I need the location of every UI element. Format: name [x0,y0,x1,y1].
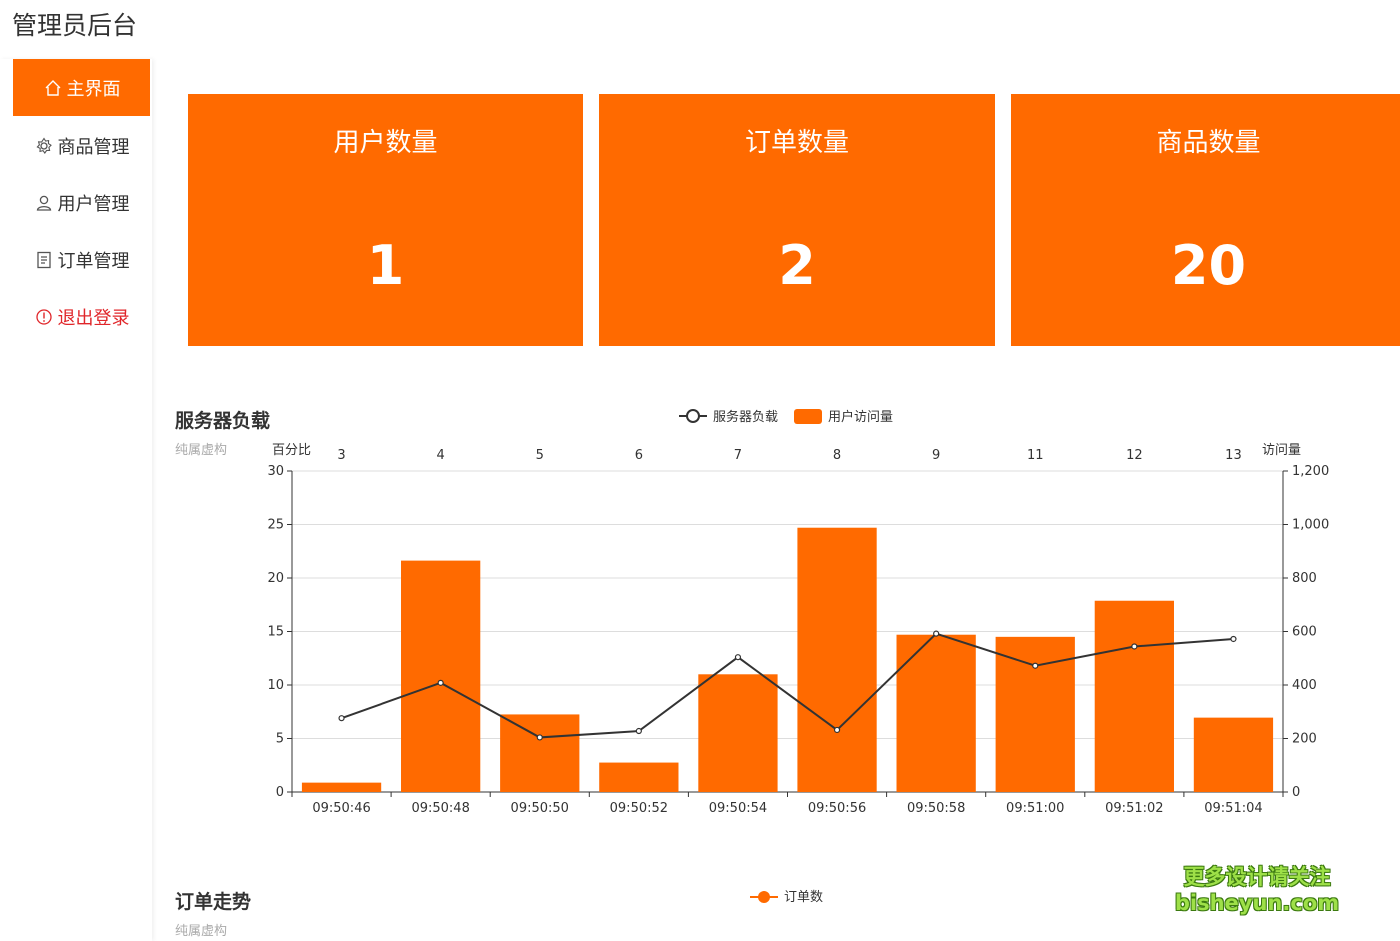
top-x-tick-label: 9 [932,448,940,463]
watermark-line-2: bisheyun.com [1174,891,1340,915]
order-chart-legend[interactable]: 订单数 [750,890,823,905]
legend-bar-label: 用户访问量 [828,409,893,425]
sidebar-item-home[interactable]: 主界面 [13,59,150,116]
left-tick-label: 5 [276,732,284,747]
left-axis-name: 百分比 [272,443,312,458]
bar [698,674,778,792]
sidebar-item-label: 商品管理 [57,136,130,158]
x-tick-label: 09:51:02 [1105,801,1163,816]
bar [401,560,481,792]
x-tick-label: 09:50:46 [312,801,370,816]
legend-order-label: 订单数 [784,890,823,905]
sidebar-item-users[interactable]: 用户管理 [13,174,150,231]
x-tick-label: 09:50:56 [808,801,866,816]
line-point [536,734,543,741]
app-title: 管理员后台 [12,11,138,40]
chart-legend[interactable]: 服务器负载 用户访问量 [679,409,893,425]
right-tick-label: 200 [1292,732,1317,747]
bar [1094,600,1174,792]
line-point [437,679,444,686]
right-tick-label: 1,000 [1292,518,1329,533]
order-chart-subtitle: 纯属虚构 [175,924,228,939]
chart-subtitle: 纯属虚构 [175,443,228,458]
line-point [734,654,742,661]
user-icon [34,193,54,213]
x-tick-label: 09:50:48 [411,801,469,816]
sidebar-item-label: 退出登录 [57,307,130,329]
legend-order-marker-dot [758,891,770,903]
top-x-tick-label: 8 [833,448,841,463]
top-x-tick-label: 11 [1027,448,1044,463]
document-icon [34,250,54,270]
bar [599,762,679,792]
chart-title: 服务器负载 [175,410,271,432]
sidebar-item-label: 主界面 [66,78,121,100]
line-point [1032,662,1039,669]
legend-bar-marker [794,409,822,424]
right-tick-label: 600 [1292,625,1317,640]
sidebar-item-orders[interactable]: 订单管理 [13,231,150,288]
stat-card-products: 商品数量 20 [1011,94,1400,346]
top-x-tick-label: 13 [1225,448,1242,463]
x-tick-label: 09:50:50 [511,801,569,816]
watermark-line-1: 更多设计请关注 [1183,865,1331,889]
order-chart-title: 订单走势 [175,891,252,913]
top-x-tick-label: 3 [337,448,345,463]
x-tick-label: 09:50:54 [709,801,767,816]
stat-label: 商品数量 [1156,128,1261,158]
top-x-tick-label: 5 [536,448,544,463]
stat-label: 订单数量 [744,128,849,158]
line-point [933,630,940,637]
sidebar-item-label: 订单管理 [57,250,130,272]
stat-card-orders: 订单数量 2 [599,94,995,346]
left-tick-label: 10 [267,678,284,693]
x-tick-label: 09:50:58 [907,801,965,816]
sidebar-item-logout[interactable]: 退出登录 [13,288,150,345]
left-tick-label: 25 [267,518,284,533]
top-x-tick-label: 7 [734,448,742,463]
left-tick-label: 0 [276,785,284,800]
x-tick-label: 09:51:04 [1204,801,1262,816]
top-x-tick-label: 4 [437,448,445,463]
line-point [338,715,345,722]
info-icon [34,307,54,327]
stat-label: 用户数量 [333,128,438,158]
right-tick-label: 800 [1292,571,1317,586]
stat-card-users: 用户数量 1 [188,94,583,346]
legend-line-marker-dot [686,409,700,423]
sidebar [0,59,152,941]
watermark: 更多设计请关注 bisheyun.com [1172,864,1342,915]
bar [500,714,580,792]
bar [995,636,1075,792]
x-tick-label: 09:51:00 [1006,801,1064,816]
series-line [341,632,1234,739]
line-point [635,727,642,735]
left-tick-label: 30 [267,464,284,479]
sidebar-item-label: 用户管理 [57,193,130,215]
x-tick-label: 09:50:52 [610,801,668,816]
stat-value: 20 [1170,234,1247,297]
right-tick-label: 400 [1292,678,1317,693]
bar [896,634,976,792]
left-tick-label: 15 [267,625,284,640]
stat-value: 1 [366,234,405,297]
home-icon [43,78,63,98]
legend-line-label: 服务器负载 [713,409,778,425]
right-axis-name: 访问量 [1262,443,1302,458]
bar [301,782,382,792]
bar [1193,717,1274,792]
bar [797,527,877,792]
right-tick-label: 1,200 [1292,464,1329,479]
line-point [833,726,841,734]
top-x-tick-label: 12 [1126,448,1143,463]
stat-value: 2 [778,234,816,297]
gear-icon [34,136,54,156]
line-point [1230,635,1237,643]
right-tick-label: 0 [1292,785,1300,800]
line-point [1131,643,1138,650]
top-x-tick-label: 6 [635,448,643,463]
sidebar-item-products[interactable]: 商品管理 [13,117,150,174]
left-tick-label: 20 [267,571,284,586]
